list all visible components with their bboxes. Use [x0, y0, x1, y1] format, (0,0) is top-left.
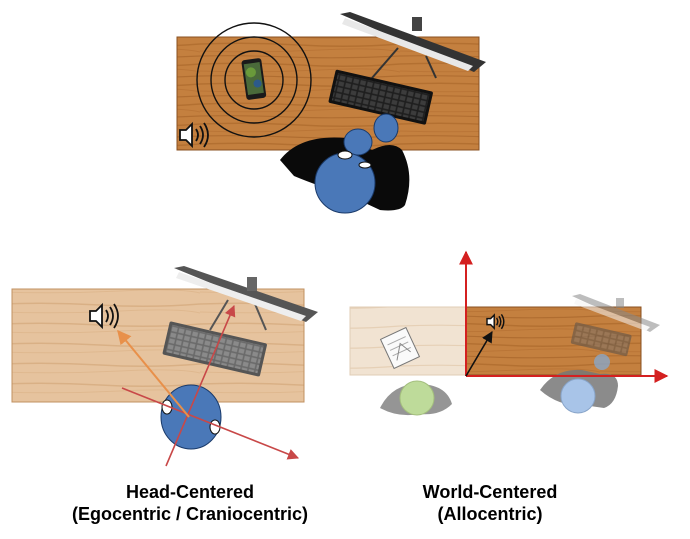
monitor-icon — [572, 294, 660, 332]
head-icon — [399, 380, 435, 416]
person-top — [280, 113, 410, 214]
monitor-icon — [174, 266, 318, 331]
head-icon — [560, 378, 596, 414]
world-centered-caption: World-Centered (Allocentric) — [375, 481, 605, 525]
allocentric-axes — [459, 250, 669, 383]
egocentric-axes — [121, 304, 300, 467]
person-world — [540, 354, 618, 414]
notebook-icon — [379, 326, 421, 370]
person-faded — [380, 380, 452, 416]
head-centered-caption: Head-Centered (Egocentric / Craniocentri… — [30, 481, 350, 525]
monitor-icon — [340, 12, 486, 79]
head-centered-title: Head-Centered — [125, 482, 255, 502]
world-centered-title: World-Centered — [422, 482, 558, 502]
sound-direction-arrow — [117, 329, 190, 418]
phone-icon — [241, 58, 267, 100]
head-centered-subtitle: (Egocentric / Craniocentric) — [71, 504, 309, 524]
head-centered-scene — [11, 266, 318, 467]
keyboard-icon — [328, 69, 433, 125]
world-centered-subtitle: (Allocentric) — [437, 504, 543, 524]
top-scene — [176, 12, 486, 214]
speaker-icon — [179, 121, 209, 149]
world-centered-scene — [349, 250, 669, 416]
sound-direction-arrow — [465, 331, 493, 377]
sound-waves-icon — [196, 22, 312, 138]
keyboard-icon — [162, 321, 267, 377]
speaker-icon — [486, 313, 505, 330]
keyboard-icon — [570, 322, 632, 357]
speaker-icon — [89, 302, 119, 330]
